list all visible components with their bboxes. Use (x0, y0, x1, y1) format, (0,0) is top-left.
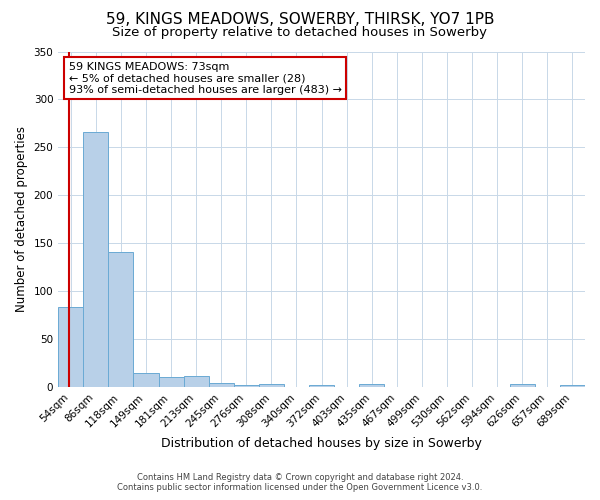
Bar (209, 383, 234, 387)
Bar (510, 384, 535, 387)
Bar (359, 384, 385, 387)
Bar (83, 132, 109, 387)
Bar (184, 376, 209, 387)
Bar (133, 372, 158, 387)
Y-axis label: Number of detached properties: Number of detached properties (15, 126, 28, 312)
Bar (259, 384, 284, 387)
Text: Size of property relative to detached houses in Sowerby: Size of property relative to detached ho… (113, 26, 487, 39)
Bar (109, 252, 133, 387)
Bar (58, 308, 83, 387)
Bar (158, 378, 184, 387)
Bar (234, 385, 259, 387)
Bar (309, 385, 334, 387)
Text: Contains HM Land Registry data © Crown copyright and database right 2024.
Contai: Contains HM Land Registry data © Crown c… (118, 473, 482, 492)
X-axis label: Distribution of detached houses by size in Sowerby: Distribution of detached houses by size … (161, 437, 482, 450)
Bar (560, 385, 585, 387)
Text: 59 KINGS MEADOWS: 73sqm
← 5% of detached houses are smaller (28)
93% of semi-det: 59 KINGS MEADOWS: 73sqm ← 5% of detached… (69, 62, 342, 95)
Text: 59, KINGS MEADOWS, SOWERBY, THIRSK, YO7 1PB: 59, KINGS MEADOWS, SOWERBY, THIRSK, YO7 … (106, 12, 494, 28)
